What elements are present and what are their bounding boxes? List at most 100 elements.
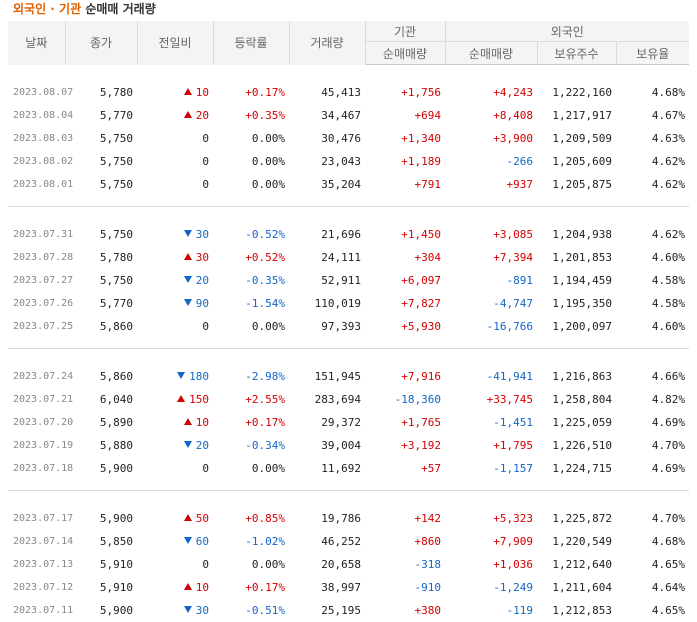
holding-ratio-cell: 4.60%: [616, 315, 689, 338]
institution-net-cell: +3,192: [365, 434, 445, 457]
holdings-cell: 1,226,510: [537, 434, 616, 457]
institution-net-cell: +7,827: [365, 292, 445, 315]
change-value: 180: [189, 370, 209, 383]
close-price-cell: 5,890: [65, 411, 137, 434]
page-title: 외국인 · 기관 순매매 거래량: [13, 0, 156, 17]
holding-ratio-cell: 4.82%: [616, 388, 689, 411]
foreign-net-cell: -119: [445, 599, 537, 622]
change-rate-cell: +0.35%: [213, 104, 289, 127]
change-value: 0: [202, 320, 209, 333]
volume-cell: 39,004: [289, 434, 365, 457]
holdings-cell: 1,225,872: [537, 507, 616, 530]
holdings-cell: 1,204,938: [537, 223, 616, 246]
institution-net-cell: +1,756: [365, 81, 445, 104]
change-rate-cell: 0.00%: [213, 315, 289, 338]
change-value: 0: [202, 178, 209, 191]
volume-cell: 45,413: [289, 81, 365, 104]
close-price-cell: 5,770: [65, 104, 137, 127]
change-value: 90: [196, 297, 209, 310]
foreign-net-cell: -1,157: [445, 457, 537, 480]
date-cell: 2023.07.11: [8, 599, 65, 622]
holding-ratio-cell: 4.69%: [616, 411, 689, 434]
holding-ratio-cell: 4.68%: [616, 530, 689, 553]
close-price-cell: 6,040: [65, 388, 137, 411]
foreign-net-cell: +5,323: [445, 507, 537, 530]
holding-ratio-cell: 4.65%: [616, 599, 689, 622]
foreign-net-cell: -891: [445, 269, 537, 292]
header-foreign-net: 순매매량: [445, 42, 537, 65]
institution-net-cell: +1,450: [365, 223, 445, 246]
holding-ratio-cell: 4.67%: [616, 104, 689, 127]
holding-ratio-cell: 4.62%: [616, 150, 689, 173]
close-price-cell: 5,780: [65, 246, 137, 269]
institution-net-cell: +142: [365, 507, 445, 530]
group-spacer: [8, 349, 689, 366]
date-cell: 2023.08.07: [8, 81, 65, 104]
holding-ratio-cell: 4.70%: [616, 434, 689, 457]
close-price-cell: 5,750: [65, 150, 137, 173]
close-price-cell: 5,750: [65, 173, 137, 196]
change-cell: 0: [137, 553, 213, 576]
holding-ratio-cell: 4.68%: [616, 81, 689, 104]
spacer-cell: [8, 65, 689, 82]
date-cell: 2023.07.18: [8, 457, 65, 480]
change-rate-cell: +0.52%: [213, 246, 289, 269]
date-cell: 2023.07.28: [8, 246, 65, 269]
close-price-cell: 5,750: [65, 223, 137, 246]
institution-net-cell: -910: [365, 576, 445, 599]
holding-ratio-cell: 4.62%: [616, 223, 689, 246]
change-value: 0: [202, 558, 209, 571]
header-institution: 기관: [365, 21, 445, 42]
institution-net-cell: +1,765: [365, 411, 445, 434]
change-rate-cell: -1.02%: [213, 530, 289, 553]
change-rate-cell: 0.00%: [213, 173, 289, 196]
institution-net-cell: +694: [365, 104, 445, 127]
volume-cell: 52,911: [289, 269, 365, 292]
foreign-net-cell: +937: [445, 173, 537, 196]
divider-cell: [8, 196, 689, 207]
triangle-up-icon: [184, 583, 192, 590]
foreign-net-cell: -4,747: [445, 292, 537, 315]
holdings-cell: 1,212,640: [537, 553, 616, 576]
holding-ratio-cell: 4.63%: [616, 127, 689, 150]
holding-ratio-cell: 4.60%: [616, 246, 689, 269]
change-cell: 20: [137, 104, 213, 127]
holding-ratio-cell: 4.69%: [616, 457, 689, 480]
change-value: 10: [196, 416, 209, 429]
change-value: 10: [196, 86, 209, 99]
change-rate-cell: -1.54%: [213, 292, 289, 315]
header-foreign: 외국인: [445, 21, 689, 42]
foreign-net-cell: -1,249: [445, 576, 537, 599]
change-rate-cell: 0.00%: [213, 127, 289, 150]
divider-cell: [8, 480, 689, 491]
close-price-cell: 5,780: [65, 81, 137, 104]
volume-cell: 19,786: [289, 507, 365, 530]
foreign-net-cell: +4,243: [445, 81, 537, 104]
change-value: 30: [196, 251, 209, 264]
title-part-1: 외국인 · 기관: [13, 2, 81, 16]
change-cell: 0: [137, 457, 213, 480]
close-price-cell: 5,850: [65, 530, 137, 553]
volume-cell: 46,252: [289, 530, 365, 553]
institution-net-cell: +7,916: [365, 365, 445, 388]
volume-cell: 283,694: [289, 388, 365, 411]
change-value: 20: [196, 439, 209, 452]
close-price-cell: 5,910: [65, 553, 137, 576]
close-price-cell: 5,900: [65, 507, 137, 530]
volume-cell: 35,204: [289, 173, 365, 196]
close-price-cell: 5,750: [65, 127, 137, 150]
date-cell: 2023.07.12: [8, 576, 65, 599]
group-divider: [8, 338, 689, 349]
date-cell: 2023.07.14: [8, 530, 65, 553]
institution-net-cell: +57: [365, 457, 445, 480]
change-cell: 180: [137, 365, 213, 388]
